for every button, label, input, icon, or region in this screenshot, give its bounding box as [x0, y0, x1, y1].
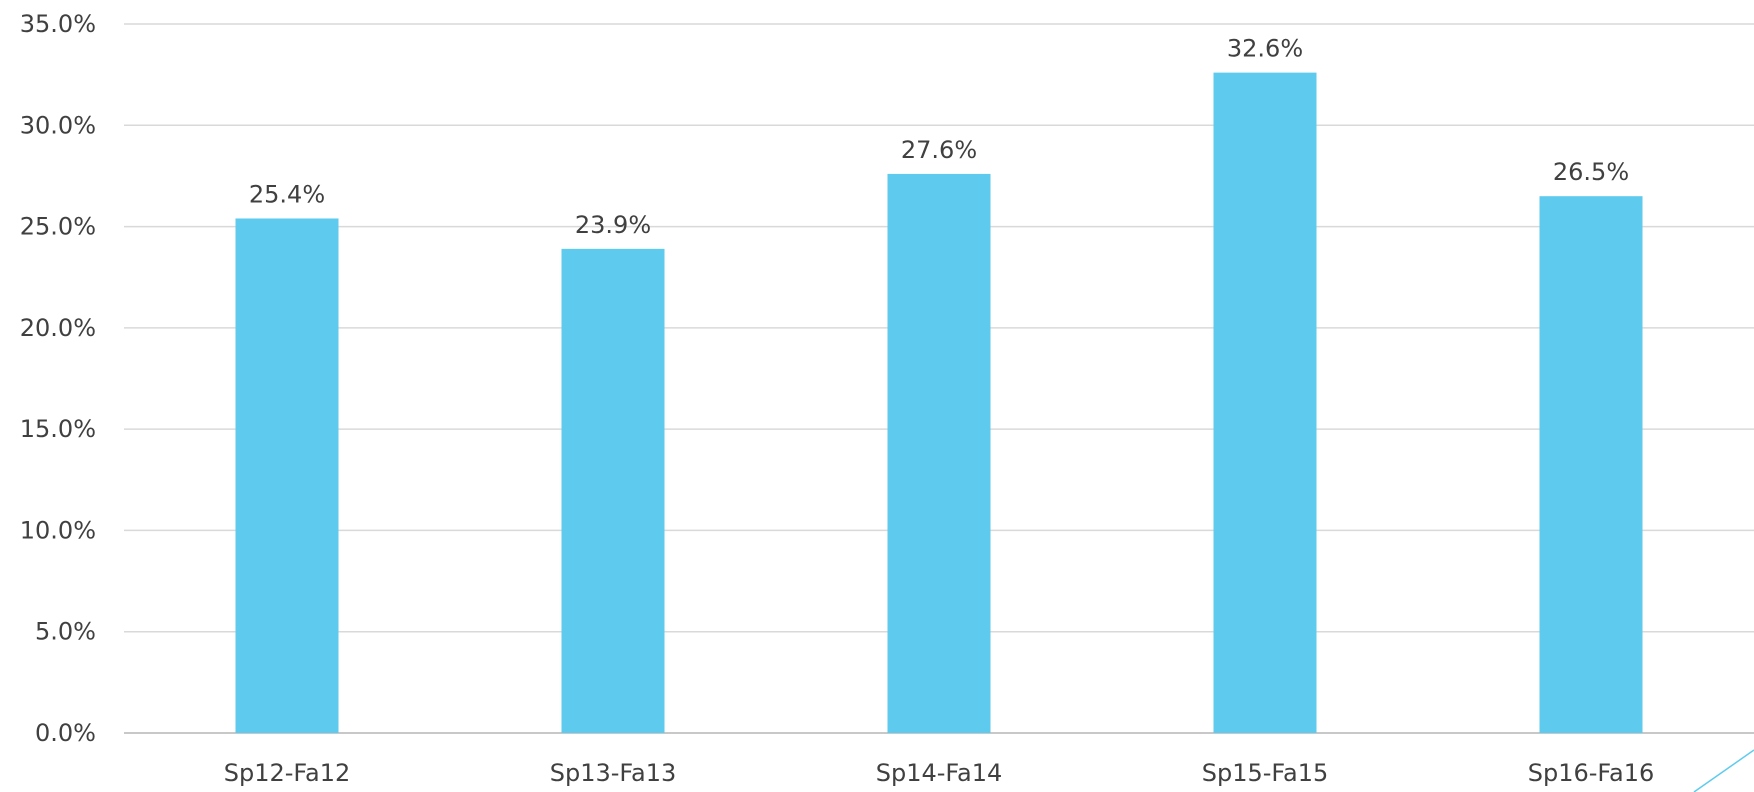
- y-tick-label: 25.0%: [20, 213, 96, 241]
- y-tick-label: 15.0%: [20, 415, 96, 443]
- y-tick-label: 5.0%: [35, 618, 96, 646]
- data-labels: 25.4% 23.9% 27.6% 32.6% 26.5%: [249, 35, 1629, 239]
- bar: [561, 248, 665, 733]
- bars: [235, 72, 1643, 734]
- bar: [1213, 72, 1317, 734]
- y-tick-label: 10.0%: [20, 516, 96, 544]
- x-category-label: Sp12-Fa12: [224, 759, 351, 787]
- bar-value-label: 27.6%: [901, 136, 977, 164]
- x-category-label: Sp14-Fa14: [876, 759, 1003, 787]
- x-category-label: Sp16-Fa16: [1528, 759, 1655, 787]
- y-tick-label: 30.0%: [20, 111, 96, 139]
- corner-accent-line: [1693, 749, 1754, 792]
- bar-value-label: 25.4%: [249, 180, 325, 208]
- bar: [887, 173, 991, 734]
- x-category-label: Sp15-Fa15: [1202, 759, 1329, 787]
- bar-value-label: 32.6%: [1227, 35, 1303, 63]
- y-tick-label: 0.0%: [35, 719, 96, 747]
- bar: [235, 218, 339, 733]
- bar-value-label: 23.9%: [575, 211, 651, 239]
- x-axis-categories: Sp12-Fa12 Sp13-Fa13 Sp14-Fa14 Sp15-Fa15 Sp16…: [224, 759, 1655, 787]
- y-tick-label: 35.0%: [20, 10, 96, 38]
- x-category-label: Sp13-Fa13: [550, 759, 677, 787]
- y-axis-ticks: 0.0% 5.0% 10.0% 15.0% 20.0% 25.0% 30.0% 35.0%: [20, 10, 96, 747]
- y-tick-label: 20.0%: [20, 314, 96, 342]
- bar-value-label: 26.5%: [1553, 158, 1629, 186]
- bar: [1539, 196, 1643, 733]
